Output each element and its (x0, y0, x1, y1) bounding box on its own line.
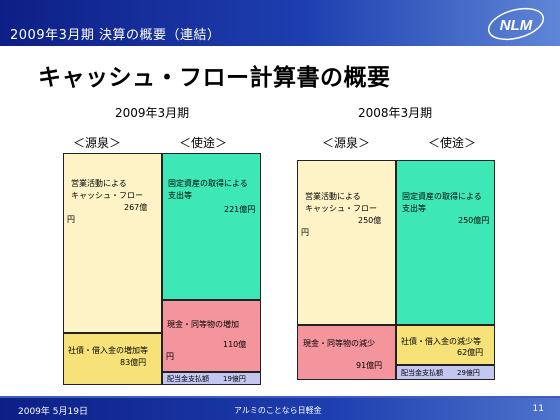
left-cash-increase-label: 現金・同等物の増加 (167, 320, 239, 329)
right-dividend-label: 配当金支払額 (401, 369, 443, 377)
left-dividend-box: 配当金支払額 19億円 (162, 372, 261, 385)
left-cash-increase-value: 110億 (223, 340, 247, 349)
footer-slogan: アルミのことなら日軽金 (234, 406, 322, 415)
right-debt-decrease-label: 社債・借入金の減少等 (401, 337, 481, 346)
right-cash-decrease-label: 現金・同等物の減少 (303, 339, 375, 348)
left-operating-cf-line2: キャッシュ・フロー (71, 191, 143, 200)
left-dividend-value: 19億円 (223, 375, 246, 383)
page-number: 11 (532, 404, 544, 414)
left-operating-cf-line1: 営業活動による (71, 179, 127, 188)
right-debt-decrease-value: 62億円 (457, 348, 484, 357)
left-operating-cf-box: 営業活動による キャッシュ・フロー 267億 円 (63, 153, 162, 333)
left-cash-increase-unit: 円 (166, 352, 174, 361)
right-capex-value: 250億円 (458, 216, 490, 225)
left-debt-increase-box: 社債・借入金の増加等 83億円 (63, 333, 162, 385)
footer-date: 2009年 5月19日 (18, 407, 88, 417)
left-capex-line2: 支出等 (168, 191, 192, 200)
left-operating-cf-value: 267億 (124, 203, 148, 212)
header-bar: 2009年3月期 決算の概要（連結） NLM (0, 0, 560, 46)
left-capex-value: 221億円 (224, 205, 256, 214)
left-uses-label: ＜使途＞ (179, 136, 228, 150)
left-capex-line1: 固定資産の取得による (168, 179, 248, 188)
right-capex-box: 固定資産の取得による 支出等 250億円 (396, 160, 495, 325)
period-2009-label: 2009年3月期 (115, 106, 190, 120)
right-operating-cf-box: 営業活動による キャッシュ・フロー 250億 円 (297, 160, 396, 325)
right-operating-cf-value: 250億 (358, 216, 382, 225)
left-capex-box: 固定資産の取得による 支出等 221億円 (162, 153, 261, 300)
left-debt-increase-value: 83億円 (120, 358, 147, 367)
right-operating-cf-unit: 円 (301, 228, 309, 237)
svg-text:NLM: NLM (500, 17, 533, 34)
right-capex-line1: 固定資産の取得による (402, 192, 482, 201)
right-dividend-value: 29億円 (457, 369, 480, 377)
company-logo-icon: NLM (487, 7, 545, 41)
period-2008-label: 2008年3月期 (358, 106, 433, 120)
footer-bar (0, 398, 560, 420)
right-cash-decrease-value: 91億円 (356, 361, 383, 370)
left-cash-increase-box: 現金・同等物の増加 110億 円 (162, 300, 261, 372)
header-title: 2009年3月期 決算の概要（連結） (10, 28, 221, 43)
right-capex-line2: 支出等 (402, 204, 426, 213)
right-operating-cf-line1: 営業活動による (305, 192, 361, 201)
left-sources-label: ＜源泉＞ (73, 136, 122, 150)
left-debt-increase-label: 社債・借入金の増加等 (68, 346, 148, 355)
right-debt-decrease-box: 社債・借入金の減少等 62億円 (396, 325, 495, 365)
right-sources-label: ＜源泉＞ (322, 136, 371, 150)
right-uses-label: ＜使途＞ (428, 136, 477, 150)
page-title: キャッシュ・フロー計算書の概要 (38, 65, 391, 91)
left-dividend-label: 配当金支払額 (167, 375, 209, 383)
left-operating-cf-unit: 円 (67, 215, 75, 224)
right-operating-cf-line2: キャッシュ・フロー (305, 204, 377, 213)
footer-divider (0, 396, 560, 398)
right-dividend-box: 配当金支払額 29億円 (396, 365, 495, 380)
right-cash-decrease-box: 現金・同等物の減少 91億円 (297, 325, 396, 380)
